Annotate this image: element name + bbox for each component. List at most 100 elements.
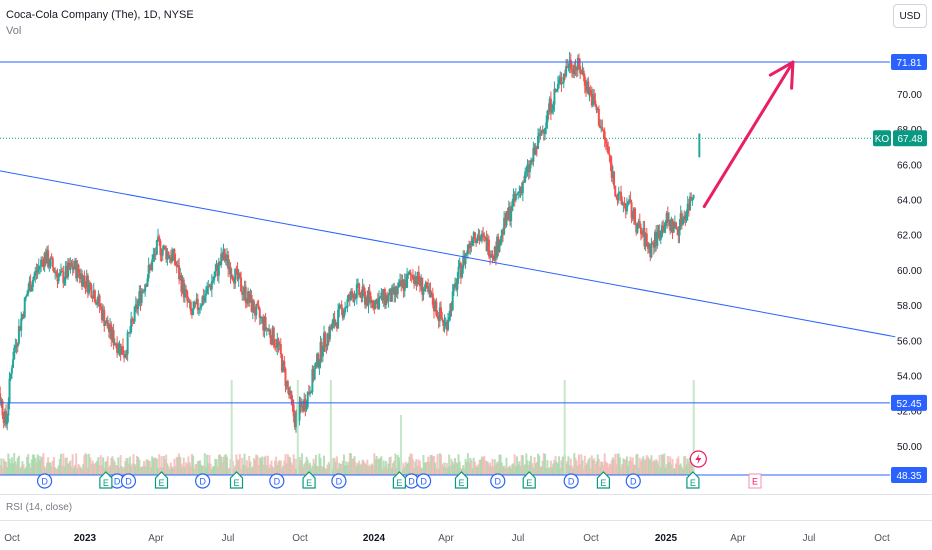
candle-body [634, 208, 637, 224]
volume-bar [141, 466, 144, 475]
volume-bar [523, 465, 526, 475]
volume-bar [402, 463, 405, 475]
volume-bar [9, 463, 12, 475]
dividend-marker [331, 473, 347, 489]
candle-body [70, 263, 73, 267]
candle-body [650, 242, 653, 258]
candle-body [490, 254, 493, 258]
volume-bar [477, 464, 480, 475]
candle-body [213, 276, 216, 281]
candle-body [392, 287, 395, 289]
volume-bar [376, 458, 379, 475]
candle-body [371, 300, 374, 304]
candle-body [455, 283, 458, 290]
volume-bar [284, 454, 287, 475]
candle-body [437, 316, 440, 322]
candle-body [77, 264, 80, 274]
candle-body [454, 283, 457, 285]
candle-body [49, 257, 52, 267]
earnings-marker [454, 471, 469, 489]
x-tick-label: 2025 [655, 533, 678, 544]
earnings-marker-label: E [306, 478, 312, 488]
price-label-text: 52.45 [896, 399, 921, 410]
volume-bar [409, 453, 412, 475]
volume-bar [210, 468, 213, 475]
candle-body [575, 69, 578, 71]
volume-bar [324, 468, 327, 475]
volume-bar [573, 453, 576, 475]
candle-body [194, 301, 197, 304]
candle-body [261, 317, 264, 319]
candle-body [658, 230, 661, 240]
volume-bar [366, 459, 369, 475]
volume-bar [441, 463, 444, 475]
volume-bar [407, 462, 410, 475]
candle-body [566, 66, 569, 68]
volume-bar [541, 460, 544, 475]
candle-body [499, 238, 502, 246]
candle-body [50, 257, 53, 259]
candle-body [580, 73, 583, 75]
volume-bar [277, 461, 280, 475]
volume-bar [21, 461, 24, 475]
future-earnings-marker [748, 473, 762, 489]
volume-bar [572, 468, 575, 475]
volume-bar [48, 462, 51, 475]
candle-body [123, 354, 126, 358]
volume-bar [72, 467, 75, 475]
volume-bar [153, 457, 156, 475]
candle-body [368, 290, 371, 297]
volume-bar [493, 459, 496, 475]
volume-bar [616, 453, 619, 475]
candle-body [238, 272, 241, 278]
volume-bar [584, 464, 587, 475]
volume-bar [459, 468, 462, 475]
volume-bar [540, 466, 543, 475]
volume-bar [134, 465, 137, 475]
volume-bar [583, 455, 586, 475]
currency-button[interactable]: USD [893, 4, 927, 28]
earnings-marker-label: E [396, 478, 402, 488]
candle-body [594, 100, 597, 107]
volume-bar [456, 463, 459, 475]
candle-body [228, 266, 231, 270]
volume-bar [436, 454, 439, 475]
volume-bar [160, 456, 163, 475]
candle-body [424, 282, 427, 289]
candle-body [551, 109, 554, 113]
candle-body [159, 240, 162, 255]
volume-bar [490, 466, 493, 475]
candle-body [527, 164, 530, 173]
candle-body [427, 286, 430, 292]
candle-body [477, 235, 480, 240]
candle-body [285, 381, 288, 387]
candle-body [583, 76, 586, 86]
candle-body [185, 289, 188, 292]
candle-body [282, 361, 285, 372]
candle-body [353, 294, 356, 302]
candle-body [13, 347, 16, 360]
volume-bar [662, 454, 665, 475]
candle-body [278, 344, 281, 346]
price-label-text: 48.35 [896, 471, 921, 482]
volume-bar [278, 460, 281, 475]
earnings-marker-label: E [526, 478, 532, 488]
candle-body [675, 222, 678, 229]
candle-body [376, 298, 379, 309]
candle-body [181, 279, 184, 292]
candle-body [338, 305, 341, 310]
candle-body [176, 265, 179, 267]
volume-bar [214, 458, 217, 475]
volume-bar [580, 454, 583, 475]
volume-bar [656, 460, 659, 475]
candle-body [74, 260, 77, 268]
volume-bar [643, 460, 646, 475]
volume-bar [439, 454, 442, 475]
volume-bar [383, 466, 386, 475]
volume-bar [118, 467, 121, 475]
candle-body [402, 280, 405, 291]
volume-bar [75, 453, 78, 475]
volume-bar [531, 463, 534, 475]
candle-body [363, 291, 366, 305]
